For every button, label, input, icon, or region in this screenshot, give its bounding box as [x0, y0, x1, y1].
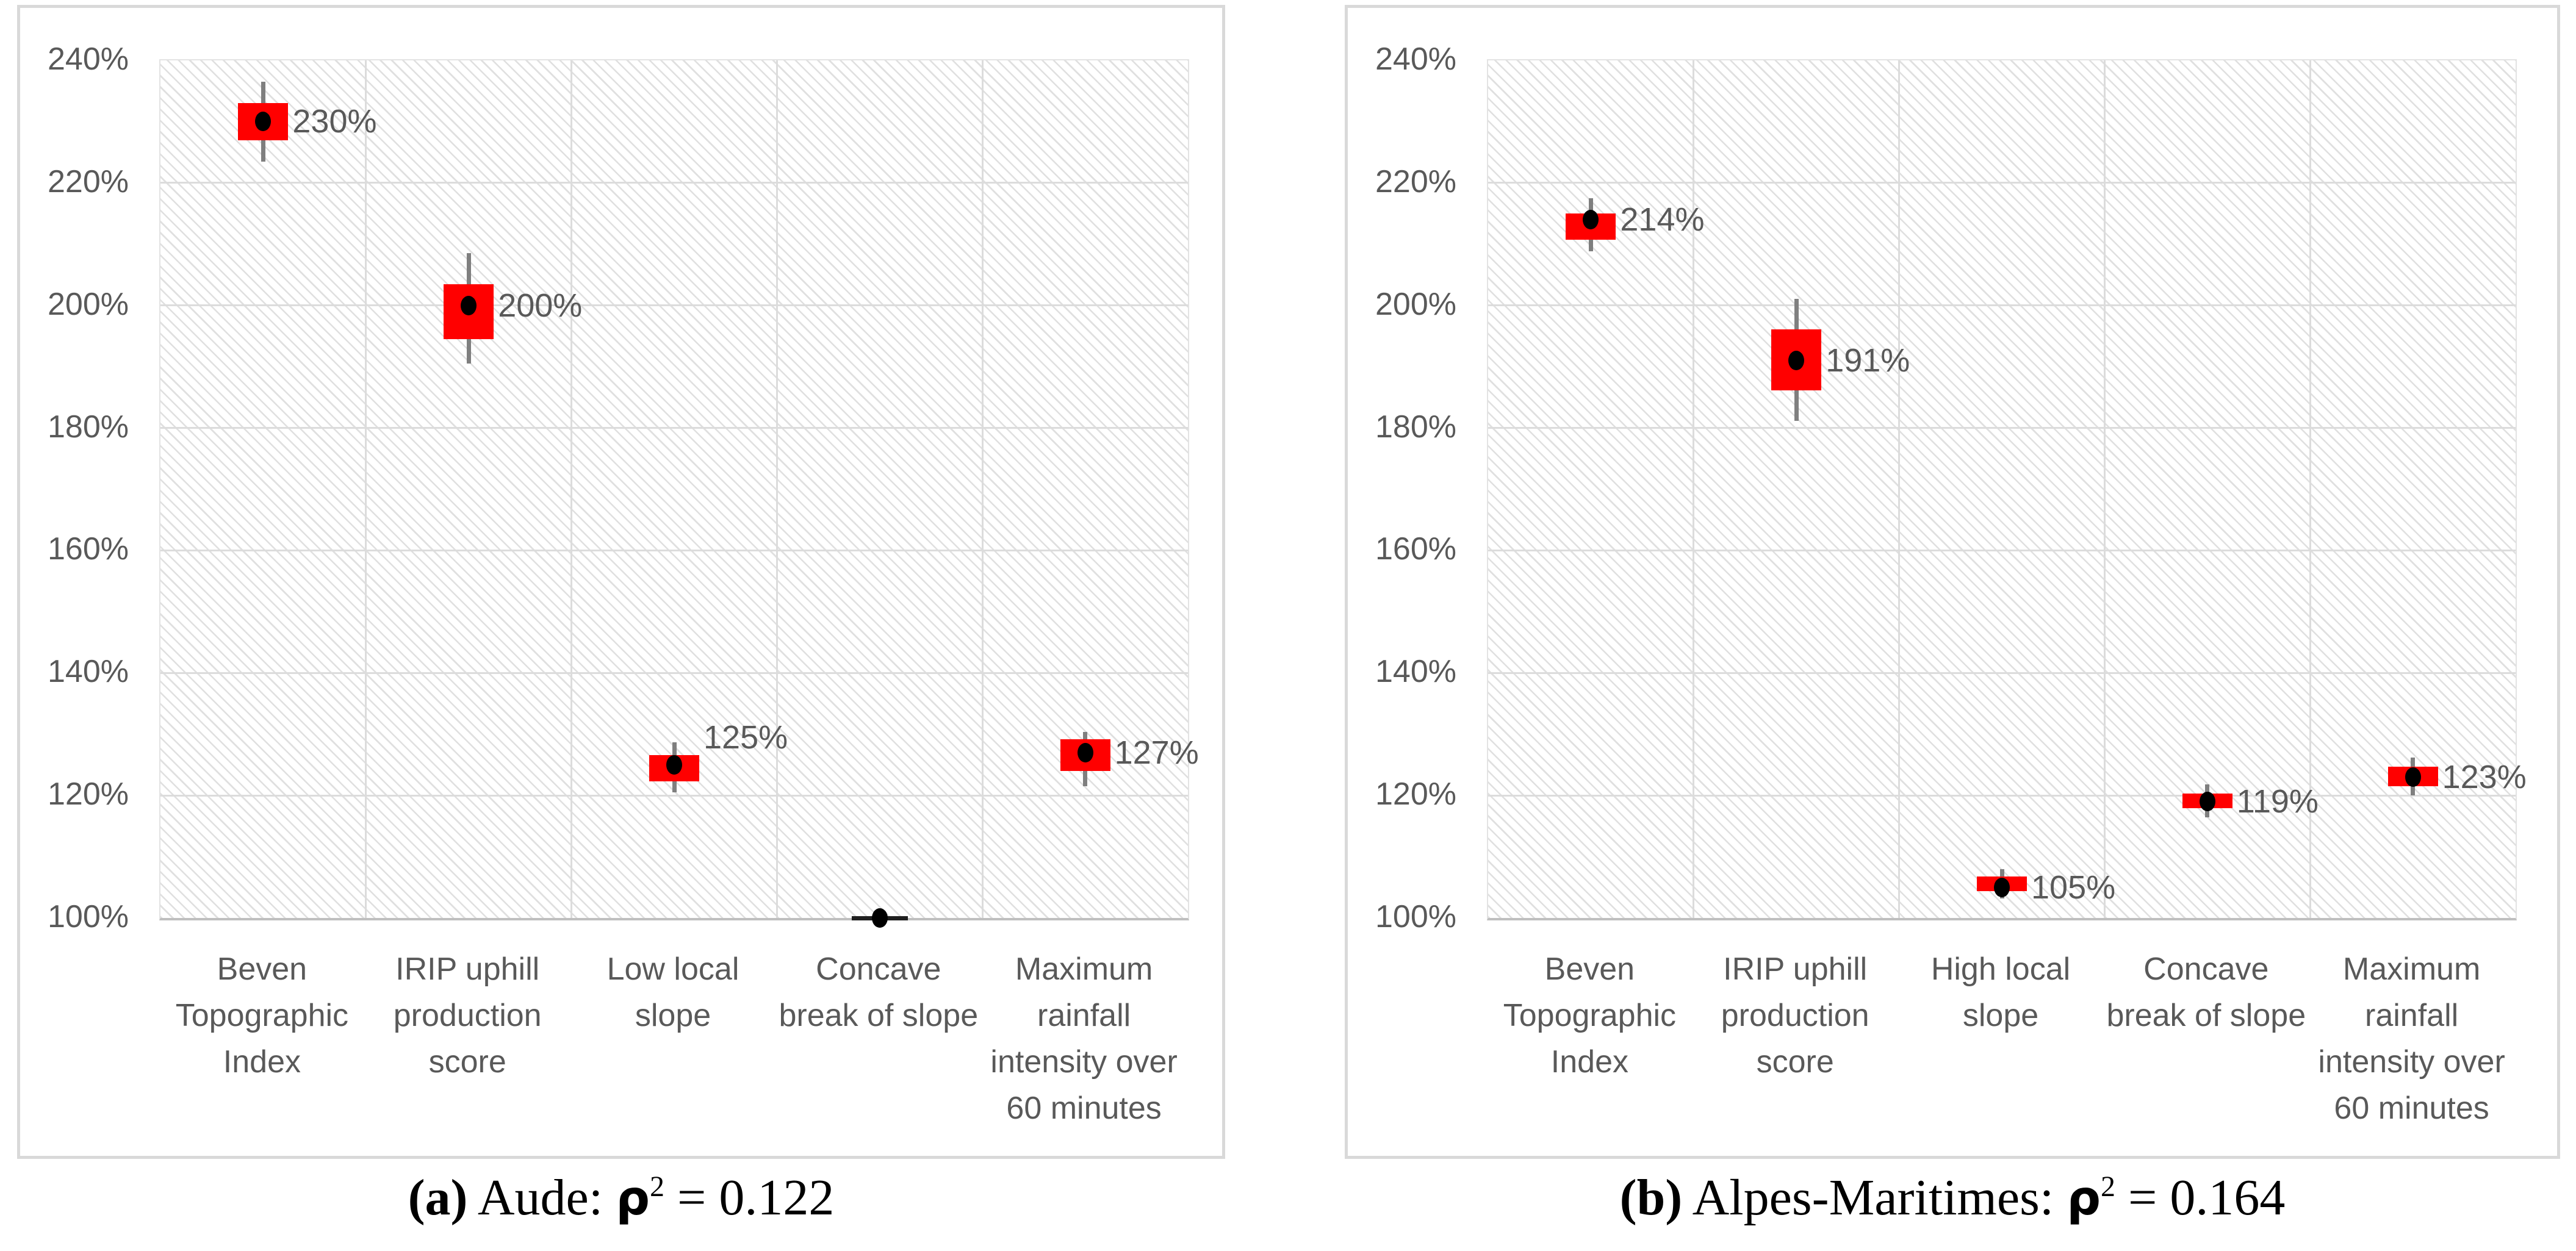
y-tick-label: 220%: [48, 163, 129, 199]
rho-symbol: ρ: [2067, 1171, 2101, 1226]
y-tick-label: 240%: [1375, 41, 1456, 77]
x-category-label: Concave break of slope: [2106, 952, 2306, 1033]
gridline-vertical: [2103, 60, 2106, 918]
y-axis: 100% 120% 140% 160% 180% 200% 220% 240%: [1348, 41, 1456, 934]
gridline-horizontal: [1488, 182, 2516, 184]
mean-dot: [2405, 767, 2421, 787]
gridline-vertical: [365, 60, 367, 918]
x-category-label: Low local slope: [606, 952, 739, 1033]
y-tick-label: 120%: [48, 776, 129, 812]
x-category-label: Beven Topographic Index: [175, 952, 349, 1080]
gridline-vertical: [775, 60, 778, 918]
superscript-2: 2: [2101, 1170, 2116, 1203]
gridline-horizontal: [160, 794, 1188, 797]
caption-index: (b): [1619, 1169, 1683, 1226]
x-category-label: Beven Topographic Index: [1503, 952, 1677, 1080]
mean-dot: [871, 908, 888, 928]
x-category-label: IRIP uphill production score: [1721, 952, 1869, 1080]
y-tick-label: 220%: [1375, 163, 1456, 199]
data-label: 125%: [703, 719, 788, 756]
gridline-horizontal: [1488, 427, 2516, 429]
gridline-horizontal: [160, 672, 1188, 674]
data-label: 105%: [2031, 869, 2116, 906]
y-tick-label: 200%: [1375, 286, 1456, 322]
gridline-horizontal: [160, 427, 1188, 429]
gridline-horizontal: [160, 549, 1188, 551]
rho-symbol: ρ: [616, 1171, 650, 1226]
plot-area: 230% 200% 125% 127%: [159, 59, 1199, 928]
gridline-horizontal: [1488, 794, 2516, 797]
x-category-label: High local slope: [1930, 952, 2071, 1033]
gridline-horizontal: [160, 182, 1188, 184]
caption-index: (a): [408, 1169, 468, 1226]
caption-value: = 0.164: [2115, 1169, 2286, 1226]
caption-text: Alpes-Maritimes:: [1682, 1169, 2067, 1226]
mean-dot: [1583, 210, 1599, 230]
y-tick-label: 100%: [48, 899, 129, 934]
data-label: 119%: [2236, 783, 2319, 820]
y-tick-label: 140%: [48, 654, 129, 690]
mean-dot: [1994, 877, 2010, 897]
y-tick-label: 240%: [48, 41, 129, 77]
x-category-label: Maximum rainfall intensity over 60 minut…: [990, 952, 1178, 1126]
gridline-vertical: [981, 60, 984, 918]
data-label: 230%: [292, 103, 377, 140]
mean-dot: [255, 112, 272, 132]
mean-dot: [2199, 792, 2215, 812]
gridline-vertical: [1693, 60, 1695, 918]
gridline-horizontal: [1488, 549, 2516, 551]
mean-dot: [461, 295, 477, 315]
data-label: 200%: [498, 287, 583, 324]
x-axis-labels: Beven Topographic Index IRIP uphill produ…: [1487, 946, 2517, 1153]
y-tick-label: 180%: [48, 409, 129, 445]
x-category-label: Maximum rainfall intensity over 60 minut…: [2318, 952, 2505, 1126]
chart-panel-a: 100% 120% 140% 160% 180% 200% 220% 240% 230% 200…: [17, 5, 1225, 1159]
mean-dot: [1788, 351, 1805, 371]
data-label: 191%: [1826, 342, 1910, 379]
gridline-vertical: [570, 60, 573, 918]
y-tick-label: 200%: [48, 286, 129, 322]
mean-dot: [666, 755, 682, 775]
caption-a: (a) Aude: ρ2 = 0.122: [17, 1166, 1225, 1237]
y-tick-label: 160%: [48, 531, 129, 567]
gridline-vertical: [1898, 60, 1901, 918]
data-label: 123%: [2442, 759, 2527, 795]
plot-area: 214% 191% 105% 119% 123%: [1487, 59, 2527, 920]
caption-text: Aude:: [467, 1169, 616, 1226]
mean-dot: [1077, 742, 1093, 762]
x-category-label: Concave break of slope: [779, 952, 979, 1033]
data-label: 127%: [1114, 734, 1199, 771]
y-tick-label: 180%: [1375, 409, 1456, 445]
y-tick-label: 120%: [1375, 776, 1456, 812]
y-axis: 100% 120% 140% 160% 180% 200% 220% 240%: [20, 41, 129, 934]
chart-panel-b: 100% 120% 140% 160% 180% 200% 220% 240% 214% 191…: [1345, 5, 2560, 1159]
gridline-horizontal: [1488, 672, 2516, 674]
x-axis-labels: Beven Topographic Index IRIP uphill produ…: [159, 946, 1189, 1153]
gridline-vertical: [2309, 60, 2311, 918]
caption-value: = 0.122: [664, 1169, 835, 1226]
x-category-label: IRIP uphill production score: [393, 952, 542, 1080]
y-tick-label: 100%: [1375, 899, 1456, 934]
data-label: 214%: [1620, 201, 1705, 238]
caption-b: (b) Alpes-Maritimes: ρ2 = 0.164: [1345, 1166, 2560, 1237]
superscript-2: 2: [650, 1170, 665, 1203]
y-tick-label: 140%: [1375, 654, 1456, 690]
gridline-horizontal: [160, 304, 1188, 307]
gridline-horizontal: [1488, 304, 2516, 307]
y-tick-label: 160%: [1375, 531, 1456, 567]
